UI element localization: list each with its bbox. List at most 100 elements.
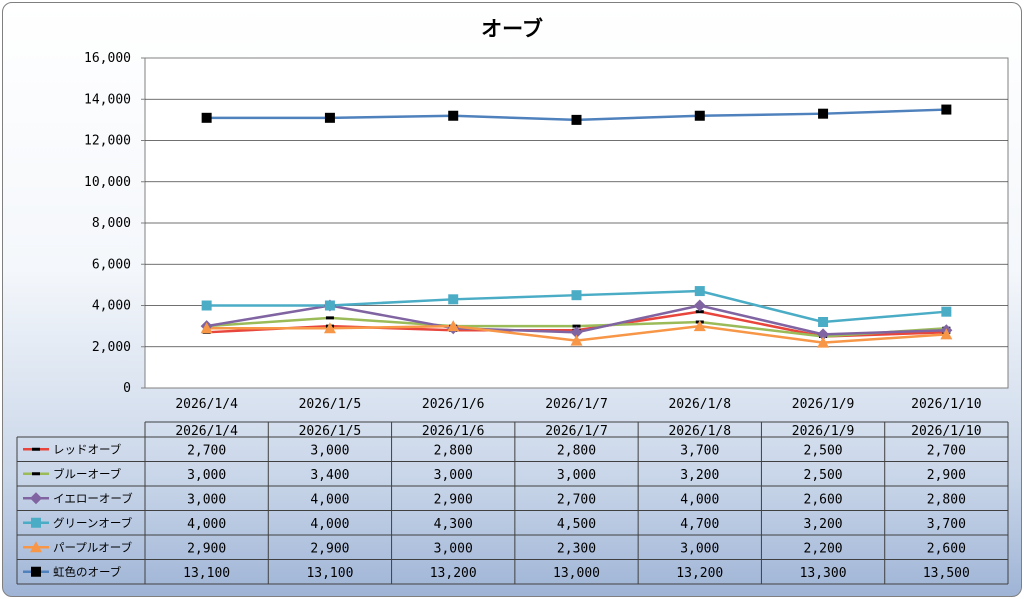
table-value-cell: 2,900 [310, 541, 349, 556]
y-tick-label: 14,000 [84, 92, 131, 107]
table-value-cell: 13,200 [430, 566, 477, 581]
table-value-cell: 2,900 [927, 468, 966, 483]
x-tick-label: 2026/1/4 [175, 397, 238, 412]
table-value-cell: 3,000 [680, 541, 719, 556]
table-header-cell: 2026/1/9 [792, 424, 855, 439]
data-point-marker [693, 299, 706, 312]
data-point-marker [693, 320, 706, 332]
data-point-marker [30, 541, 42, 553]
table-header-cell: 2026/1/4 [175, 424, 238, 439]
table-value-cell: 2,200 [804, 541, 843, 556]
table-value-cell: 2,800 [434, 443, 473, 458]
data-point-marker [323, 322, 336, 334]
table-value-cell: 2,900 [187, 541, 226, 556]
data-point-marker [325, 316, 334, 320]
data-point-marker [570, 334, 583, 346]
table-value-cell: 3,200 [680, 468, 719, 483]
data-point-marker [940, 328, 953, 340]
data-point-marker [571, 114, 582, 125]
legend-series-name: ブルーオーブ [53, 467, 122, 481]
table-value-cell: 3,000 [434, 468, 473, 483]
series-lines [200, 104, 953, 348]
data-point-marker [30, 492, 42, 505]
data-point-marker [32, 447, 40, 451]
y-tick-label: 4,000 [92, 299, 131, 314]
table-value-cell: 2,800 [927, 492, 966, 507]
table-value-cell: 2,700 [927, 443, 966, 458]
data-point-marker [448, 110, 459, 121]
data-point-marker [817, 328, 830, 341]
table-value-cell: 2,300 [557, 541, 596, 556]
legend-series-name: グリーンオーブ [53, 516, 133, 530]
table-value-cell: 3,000 [434, 541, 473, 556]
table-value-cell: 3,000 [187, 492, 226, 507]
table-value-cell: 3,000 [310, 443, 349, 458]
data-point-marker [31, 517, 41, 528]
table-value-cell: 2,700 [557, 492, 596, 507]
y-tick-label: 2,000 [92, 340, 131, 355]
table-value-cell: 13,100 [183, 566, 230, 581]
x-tick-label: 2026/1/8 [668, 397, 731, 412]
table-value-cell: 2,500 [804, 443, 843, 458]
data-point-marker [570, 326, 583, 339]
data-point-marker [818, 317, 829, 327]
table-value-cell: 4,300 [434, 517, 473, 532]
table-header-cell: 2026/1/8 [668, 424, 731, 439]
table-value-cell: 3,700 [927, 517, 966, 532]
y-axis-ticks: 0 2,000 4,000 6,000 8,000 10,000 12,000 14,000 1… [84, 51, 131, 396]
chart-title: オーブ [481, 17, 543, 41]
table-value-cell: 4,000 [680, 492, 719, 507]
data-point-marker [572, 324, 581, 328]
x-tick-label: 2026/1/5 [299, 397, 362, 412]
table-value-cell: 13,200 [676, 566, 723, 581]
y-tick-label: 12,000 [84, 134, 131, 149]
legend-series-name: 虹色のオーブ [53, 565, 122, 579]
legend-series-name: パープルオーブ [53, 540, 133, 554]
y-tick-label: 6,000 [92, 257, 131, 272]
x-tick-label: 2026/1/7 [545, 397, 608, 412]
data-point-marker [447, 320, 460, 332]
table-value-cell: 2,700 [187, 443, 226, 458]
table-value-cell: 4,700 [680, 517, 719, 532]
data-point-marker [941, 306, 952, 317]
table-value-cell: 13,100 [306, 566, 353, 581]
y-tick-label: 10,000 [84, 175, 131, 190]
table-header-cell: 2026/1/7 [545, 424, 608, 439]
legend-series-name: レッドオーブ [53, 442, 122, 456]
data-point-marker [32, 472, 40, 476]
x-tick-label: 2026/1/10 [911, 397, 981, 412]
chart-canvas: オーブ 0 2,000 4,000 6,000 8,000 10,000 12,000 14,… [16, 17, 1009, 585]
data-point-marker [695, 310, 704, 314]
data-point-marker [571, 290, 582, 301]
data-point-marker [817, 336, 830, 348]
table-value-cell: 2,500 [804, 468, 843, 483]
data-point-marker [31, 566, 41, 577]
gridlines [141, 57, 1008, 389]
table-value-cell: 4,000 [187, 517, 226, 532]
table-value-cell: 3,200 [804, 517, 843, 532]
table-value-cell: 3,000 [557, 468, 596, 483]
x-axis-ticks: 2026/1/4 2026/1/5 2026/1/6 2026/1/7 2026/1/8… [175, 397, 981, 412]
table-value-cell: 2,800 [557, 443, 596, 458]
y-tick-label: 8,000 [92, 216, 131, 231]
table-value-cell: 13,300 [800, 566, 847, 581]
table-header-cell: 2026/1/6 [422, 424, 485, 439]
table-value-cell: 2,600 [927, 541, 966, 556]
data-point-marker [201, 300, 212, 311]
table-value-cell: 3,700 [680, 443, 719, 458]
table-header-cell: 2026/1/10 [911, 424, 981, 439]
data-point-marker [818, 108, 829, 119]
data-point-marker [694, 110, 705, 121]
x-tick-label: 2026/1/6 [422, 397, 485, 412]
table-value-cell: 3,000 [187, 468, 226, 483]
y-tick-label: 0 [123, 381, 131, 396]
data-point-marker [448, 294, 459, 305]
table-value-cell: 4,000 [310, 517, 349, 532]
x-tick-label: 2026/1/9 [792, 397, 855, 412]
table-value-cell: 3,400 [310, 468, 349, 483]
data-point-marker [201, 112, 212, 123]
table-value-cell: 13,500 [923, 566, 970, 581]
table-value-cell: 2,600 [804, 492, 843, 507]
data-table: 2026/1/4 2026/1/5 2026/1/6 2026/1/7 2026/1/8… [16, 421, 1009, 585]
y-tick-label: 16,000 [84, 51, 131, 66]
